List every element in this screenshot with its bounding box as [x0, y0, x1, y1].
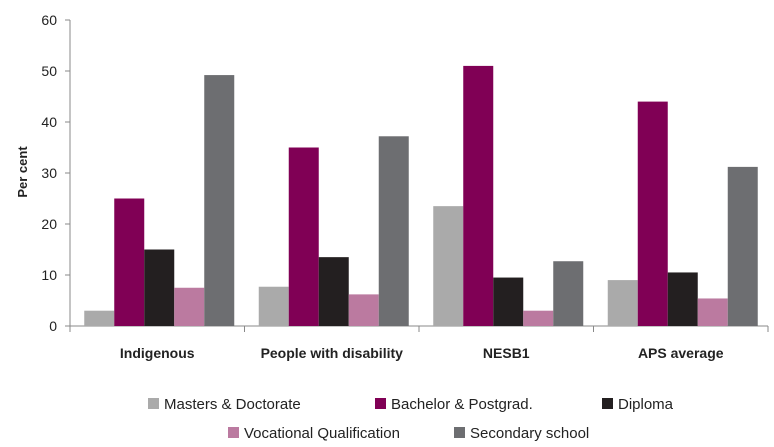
- bar-bachelor-postgrad--3: [637, 101, 668, 326]
- legend-swatch: [228, 427, 239, 438]
- bar-diploma-1: [318, 257, 349, 326]
- y-tick-label: 0: [49, 318, 57, 334]
- y-tick-label: 10: [41, 267, 57, 283]
- y-tick-label: 30: [41, 165, 57, 181]
- bar-masters-doctorate-2: [433, 206, 464, 326]
- bar-bachelor-postgrad--1: [288, 147, 319, 326]
- y-tick-label: 50: [41, 63, 57, 79]
- y-tick-label: 60: [41, 12, 57, 28]
- chart-legend: Masters & Doctorate Bachelor & Postgrad. D…: [148, 396, 674, 442]
- bar-vocational-qualification-3: [697, 298, 728, 326]
- legend-label: Secondary school: [470, 425, 589, 442]
- bar-bachelor-postgrad--2: [463, 65, 494, 327]
- legend-swatch: [602, 398, 613, 409]
- chart-bars: [84, 65, 758, 327]
- x-category-label: Indigenous: [120, 345, 195, 361]
- legend-label: Masters & Doctorate: [164, 396, 301, 413]
- legend-swatch: [148, 398, 159, 409]
- bar-bachelor-postgrad--0: [114, 198, 145, 326]
- bar-secondary-school-2: [553, 261, 584, 326]
- y-tick-label: 20: [41, 216, 57, 232]
- bar-masters-doctorate-0: [84, 310, 115, 326]
- bar-secondary-school-3: [727, 166, 758, 326]
- bar-masters-doctorate-3: [607, 280, 638, 326]
- y-axis-label: Per cent: [15, 146, 30, 198]
- bar-secondary-school-1: [378, 136, 409, 326]
- legend-swatch: [375, 398, 386, 409]
- bar-secondary-school-0: [204, 75, 235, 326]
- bar-vocational-qualification-2: [523, 310, 554, 326]
- x-category-label: APS average: [638, 345, 724, 361]
- x-category-label: People with disability: [261, 345, 404, 361]
- bar-diploma-0: [144, 249, 175, 326]
- bar-diploma-2: [493, 277, 524, 326]
- legend-label: Diploma: [618, 396, 674, 413]
- bar-vocational-qualification-1: [348, 294, 379, 326]
- legend-label: Vocational Qualification: [244, 425, 400, 442]
- bar-vocational-qualification-0: [174, 287, 205, 326]
- y-tick-label: 40: [41, 114, 57, 130]
- chart-labels: 0 10 20 30 40 50 60 Indigenous People with disab…: [41, 12, 723, 361]
- bar-diploma-3: [667, 272, 698, 326]
- legend-swatch: [454, 427, 465, 438]
- legend-label: Bachelor & Postgrad.: [391, 396, 533, 413]
- bar-masters-doctorate-1: [258, 286, 289, 326]
- x-category-label: NESB1: [483, 345, 530, 361]
